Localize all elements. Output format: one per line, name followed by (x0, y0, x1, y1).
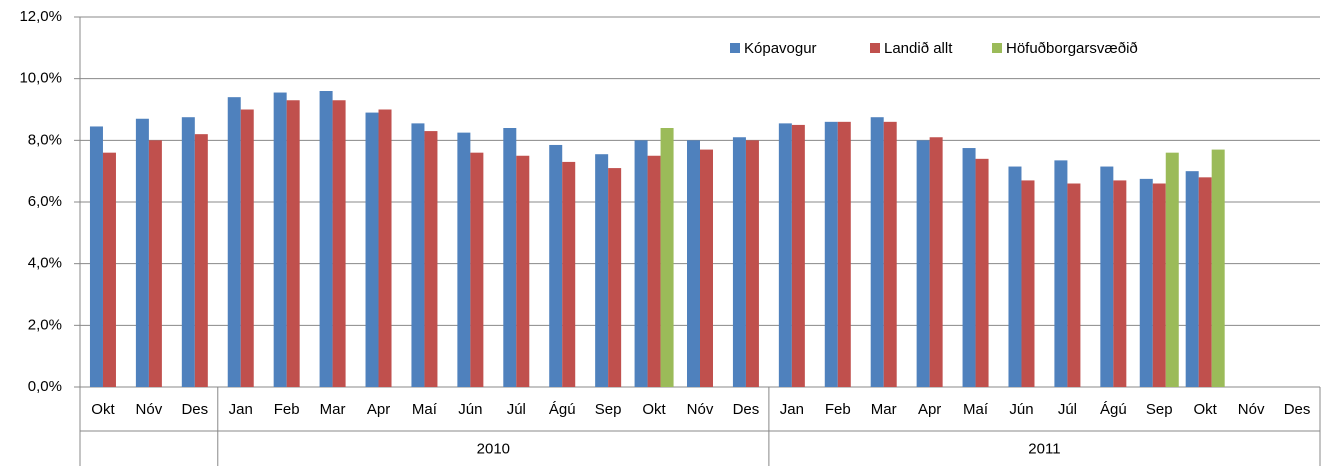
x-tick-label: Ágú (1100, 401, 1127, 418)
bar (332, 100, 346, 387)
y-tick-label: 4,0% (28, 255, 62, 272)
x-tick-label: Okt (1194, 401, 1218, 418)
bar (824, 121, 838, 387)
bar (1211, 149, 1225, 387)
x-tick-label: Nóv (687, 401, 714, 418)
bar (1198, 177, 1212, 387)
legend-swatch (992, 43, 1002, 53)
x-tick-label: Maí (963, 401, 989, 418)
bar (319, 91, 333, 387)
x-tick-label: Apr (918, 401, 941, 418)
bar (916, 140, 930, 387)
x-tick-label: Jún (1009, 401, 1033, 418)
bar (791, 124, 805, 388)
bar (562, 161, 576, 387)
bar (732, 137, 746, 387)
x-tick-label: Feb (825, 401, 851, 418)
legend-swatch (870, 43, 880, 53)
bar (424, 131, 438, 387)
group-label: 2010 (477, 440, 510, 457)
bar (503, 128, 517, 387)
bar (470, 152, 484, 387)
x-tick-label: Sep (1146, 401, 1173, 418)
bar (102, 152, 116, 387)
bar (365, 112, 379, 387)
bar (457, 132, 471, 387)
y-tick-label: 6,0% (28, 193, 62, 210)
x-tick-label: Mar (320, 401, 346, 418)
bar (194, 134, 208, 387)
bar (240, 109, 254, 387)
x-tick-label: Ágú (549, 401, 576, 418)
bar (929, 137, 943, 387)
bar (870, 117, 884, 387)
bar (516, 155, 530, 387)
y-tick-label: 12,0% (19, 8, 62, 25)
bar (883, 121, 897, 387)
legend-label: Kópavogur (744, 40, 817, 57)
x-tick-label: Jan (229, 401, 253, 418)
y-tick-label: 2,0% (28, 316, 62, 333)
y-tick-label: 8,0% (28, 131, 62, 148)
bar (148, 140, 162, 387)
bar (1067, 183, 1081, 387)
bar (227, 97, 241, 388)
bar (837, 121, 851, 387)
bar (1185, 171, 1199, 387)
bar (1113, 180, 1127, 387)
bar (1008, 166, 1022, 387)
bar (745, 140, 759, 387)
bar (700, 149, 713, 387)
bar (975, 158, 989, 387)
bar (378, 109, 392, 387)
bar (1152, 183, 1166, 387)
x-tick-label: Nóv (1238, 401, 1265, 418)
bar (1139, 178, 1153, 387)
bar (273, 92, 287, 388)
bar (962, 148, 976, 387)
x-tick-label: Des (181, 401, 208, 418)
x-tick-label: Júl (507, 401, 526, 418)
bar (549, 144, 563, 387)
x-tick-label: Okt (642, 401, 666, 418)
x-tick-label: Nóv (136, 401, 163, 418)
legend-label: Höfuðborgarsvæðið (1006, 40, 1138, 57)
bar (660, 128, 674, 387)
bar (1100, 166, 1114, 387)
bar (1165, 152, 1179, 387)
bar (1054, 160, 1068, 387)
x-tick-label: Maí (412, 401, 438, 418)
bar (687, 140, 700, 387)
bar (608, 168, 622, 387)
x-tick-label: Júl (1058, 401, 1077, 418)
bar (181, 117, 195, 387)
x-tick-label: Okt (91, 401, 115, 418)
group-label: 2011 (1028, 440, 1060, 457)
x-tick-label: Feb (274, 401, 300, 418)
y-tick-label: 0,0% (28, 378, 62, 395)
bar (647, 155, 661, 387)
x-tick-label: Apr (367, 401, 390, 418)
y-tick-label: 10,0% (19, 70, 62, 87)
bar (411, 123, 425, 387)
bar (286, 100, 300, 387)
x-tick-label: Jan (780, 401, 804, 418)
bar (595, 154, 609, 387)
bar (1021, 180, 1035, 387)
x-tick-label: Des (1284, 401, 1311, 418)
legend-swatch (730, 43, 740, 53)
x-tick-label: Des (733, 401, 760, 418)
bar (135, 118, 149, 387)
x-tick-label: Mar (871, 401, 897, 418)
x-tick-label: Jún (458, 401, 482, 418)
x-tick-label: Sep (595, 401, 622, 418)
bar (778, 123, 792, 387)
bar (89, 126, 103, 387)
bar (634, 140, 648, 387)
legend-label: Landið allt (884, 40, 953, 57)
